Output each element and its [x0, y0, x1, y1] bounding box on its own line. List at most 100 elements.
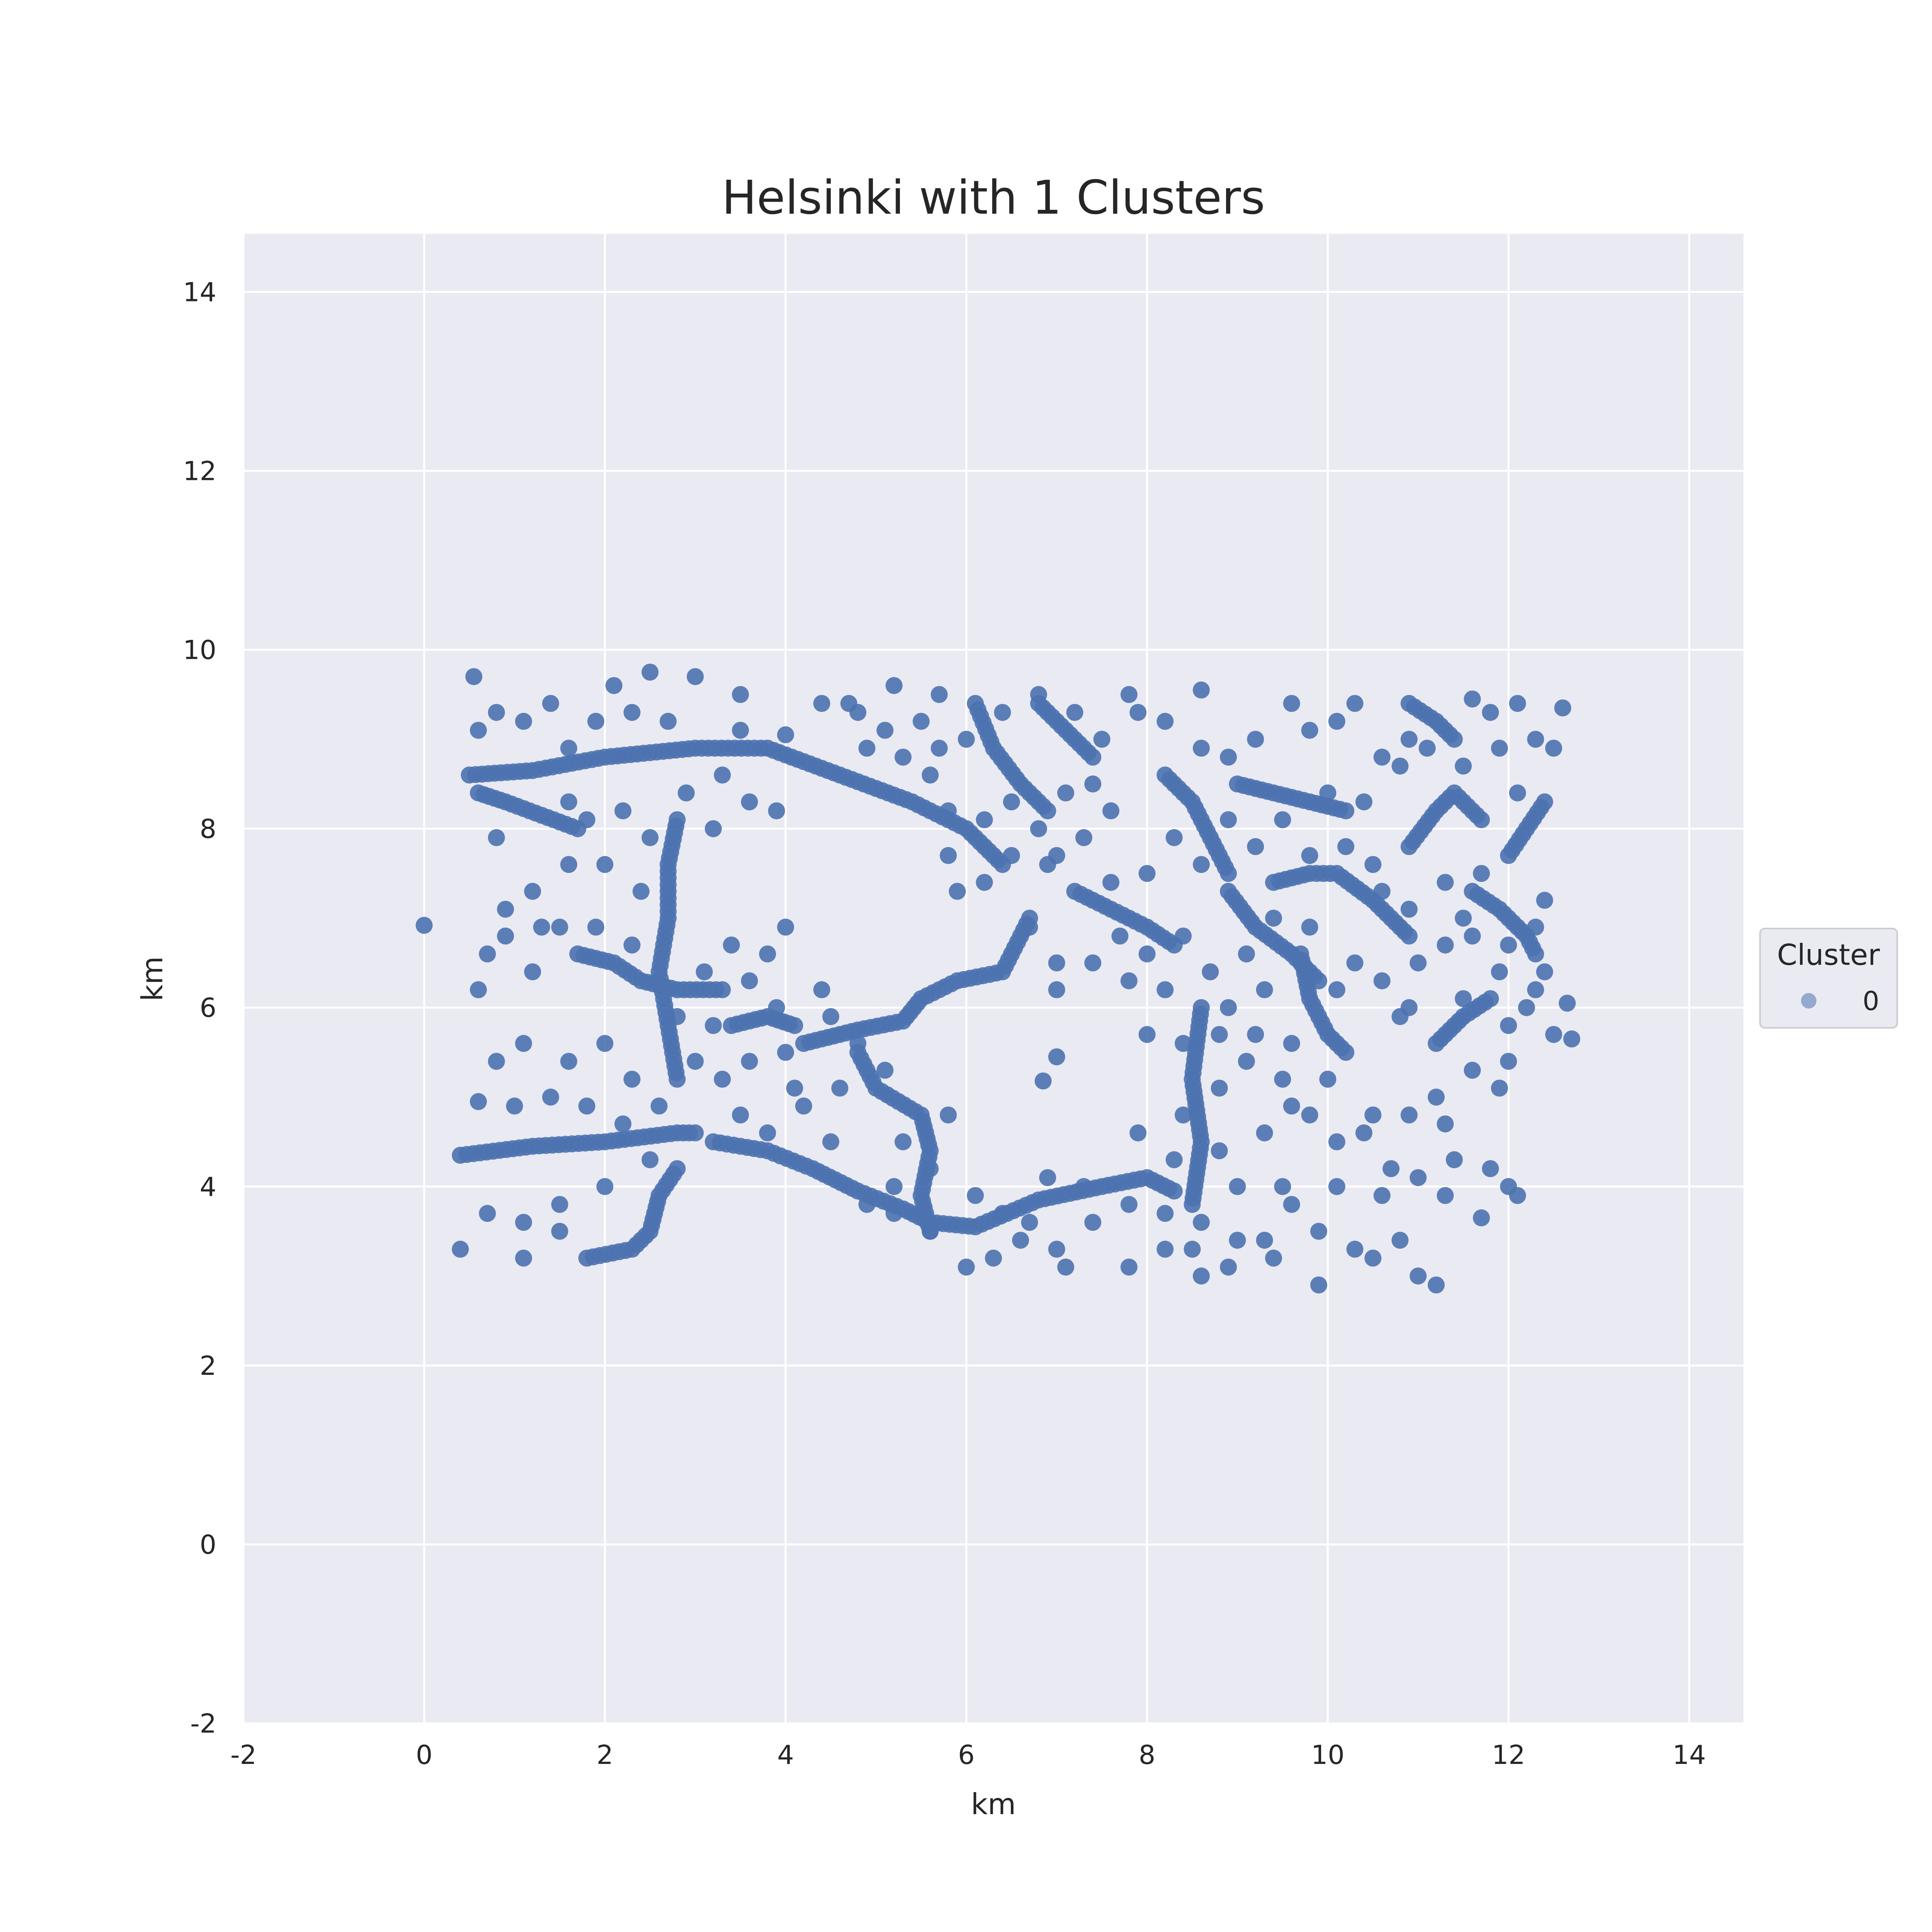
scatter-point — [957, 731, 975, 748]
scatter-point — [1518, 999, 1535, 1016]
scatter-point — [1355, 793, 1372, 811]
x-tick-label: -2 — [230, 1740, 257, 1770]
scatter-point — [1175, 927, 1192, 945]
street-point — [1527, 945, 1544, 963]
scatter-point — [497, 927, 514, 945]
scatter-point — [1003, 793, 1020, 811]
scatter-point — [768, 999, 785, 1016]
y-tick-label: 6 — [200, 993, 216, 1024]
scatter-point — [1075, 1178, 1092, 1195]
scatter-point — [641, 663, 659, 681]
scatter-point — [1509, 1187, 1526, 1204]
scatter-point — [1500, 1053, 1517, 1070]
scatter-point — [723, 936, 740, 954]
scatter-point — [1373, 748, 1391, 766]
scatter-point — [1247, 1026, 1264, 1043]
scatter-point — [1156, 981, 1174, 998]
scatter-point — [1437, 1187, 1454, 1204]
scatter-point — [1156, 1205, 1174, 1222]
y-tick-label: 4 — [200, 1172, 216, 1202]
street-point — [1220, 865, 1237, 882]
scatter-point — [840, 695, 857, 712]
scatter-point — [488, 704, 505, 721]
scatter-point — [1175, 1106, 1192, 1124]
scatter-point — [488, 1053, 505, 1070]
scatter-point — [1301, 722, 1318, 739]
scatter-point — [813, 981, 830, 998]
scatter-point — [515, 1250, 532, 1267]
scatter-point — [479, 945, 496, 963]
scatter-point — [1274, 811, 1291, 828]
scatter-point — [1410, 1169, 1427, 1186]
scatter-point — [885, 1205, 903, 1222]
scatter-point — [1247, 838, 1264, 855]
scatter-point — [777, 1044, 794, 1061]
y-tick-label: -2 — [190, 1709, 216, 1739]
scatter-point — [1400, 901, 1418, 918]
scatter-point — [1283, 1097, 1300, 1115]
scatter-point — [1238, 1053, 1255, 1070]
street-point — [1536, 793, 1553, 811]
scatter-point — [1048, 1240, 1065, 1258]
scatter-point — [1048, 954, 1065, 971]
scatter-point — [1364, 1250, 1382, 1267]
scatter-point — [1301, 1106, 1318, 1124]
scatter-point — [660, 713, 677, 730]
scatter-point — [949, 883, 966, 900]
scatter-point — [587, 918, 604, 936]
street-point — [687, 1124, 704, 1141]
scatter-point — [1400, 731, 1418, 748]
scatter-point — [858, 740, 876, 757]
scatter-point — [759, 945, 776, 963]
scatter-point — [515, 713, 532, 730]
scatter-point — [940, 847, 957, 864]
scatter-point — [623, 936, 641, 954]
scatter-point — [488, 829, 505, 846]
scatter-point — [633, 883, 650, 900]
scatter-point — [714, 766, 731, 784]
scatter-point — [578, 811, 595, 828]
scatter-point — [551, 918, 568, 936]
scatter-point — [795, 1097, 812, 1115]
scatter-point — [1030, 686, 1047, 703]
scatter-point — [1021, 918, 1038, 936]
y-axis-label: km — [135, 956, 169, 1002]
street-point — [1084, 748, 1102, 766]
scatter-point — [1427, 1088, 1445, 1106]
scatter-point — [1084, 1214, 1102, 1231]
scatter-point — [614, 802, 632, 820]
scatter-point — [1559, 995, 1576, 1012]
scatter-point — [822, 1008, 840, 1025]
legend: Cluster 0 — [1759, 928, 1898, 1029]
scatter-point — [1301, 847, 1318, 864]
street-point — [1039, 802, 1056, 820]
scatter-point — [1120, 1196, 1138, 1213]
scatter-point — [1455, 910, 1472, 927]
scatter-point — [1364, 856, 1382, 873]
scatter-point — [1220, 748, 1237, 766]
scatter-point — [1129, 1124, 1147, 1141]
scatter-point — [1120, 686, 1138, 703]
scatter-point — [1545, 1026, 1562, 1043]
scatter-point — [1328, 713, 1345, 730]
scatter-point — [1391, 757, 1409, 775]
scatter-point — [1328, 1133, 1345, 1150]
scatter-point — [930, 740, 948, 757]
scatter-point — [967, 1187, 984, 1204]
scatter-point — [930, 686, 948, 703]
scatter-point — [741, 793, 758, 811]
scatter-point — [1211, 1026, 1228, 1043]
scatter-point — [1319, 1071, 1337, 1088]
scatter-point — [1229, 1178, 1246, 1195]
scatter-point — [1418, 740, 1436, 757]
scatter-point — [705, 820, 722, 837]
scatter-point — [1034, 1072, 1052, 1090]
scatter-point — [732, 722, 749, 739]
scatter-point — [1057, 1259, 1075, 1276]
scatter-point — [1075, 829, 1092, 846]
scatter-point — [1220, 1259, 1237, 1276]
scatter-point — [524, 963, 541, 981]
scatter-point — [940, 1106, 957, 1124]
scatter-point — [542, 1088, 560, 1106]
street-point — [1310, 972, 1327, 990]
